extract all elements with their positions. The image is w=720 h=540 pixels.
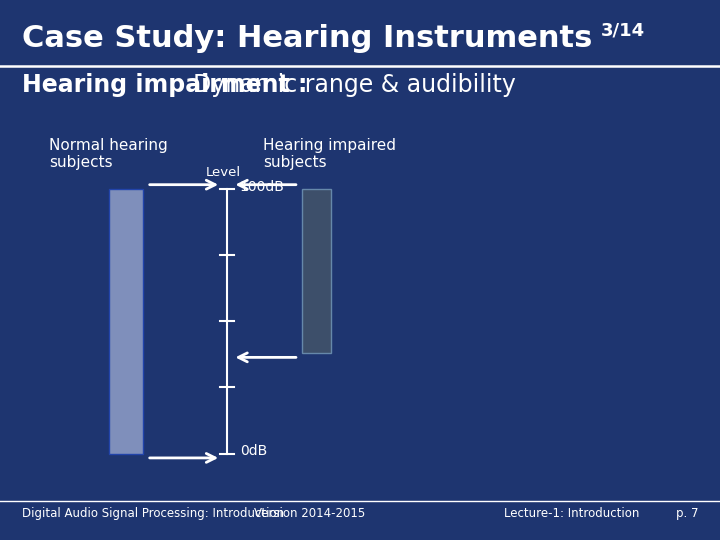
Text: Level: Level (206, 166, 240, 179)
Text: Version 2014-2015: Version 2014-2015 (254, 507, 365, 519)
Text: Hearing impairment :: Hearing impairment : (22, 73, 315, 97)
Text: 0dB: 0dB (240, 444, 267, 458)
Text: 3/14: 3/14 (601, 22, 645, 39)
Text: Lecture-1: Introduction: Lecture-1: Introduction (504, 507, 639, 519)
Bar (109, 189, 143, 454)
Text: Normal hearing
subjects: Normal hearing subjects (49, 138, 168, 170)
Text: Dynamic range & audibility: Dynamic range & audibility (193, 73, 516, 97)
Bar (302, 189, 331, 353)
Text: 100dB: 100dB (240, 180, 284, 194)
Text: Case Study: Hearing Instruments: Case Study: Hearing Instruments (22, 24, 592, 53)
Text: Digital Audio Signal Processing: Introduction: Digital Audio Signal Processing: Introdu… (22, 507, 284, 519)
Text: Hearing impaired
subjects: Hearing impaired subjects (263, 138, 396, 170)
Text: p. 7: p. 7 (676, 507, 698, 519)
